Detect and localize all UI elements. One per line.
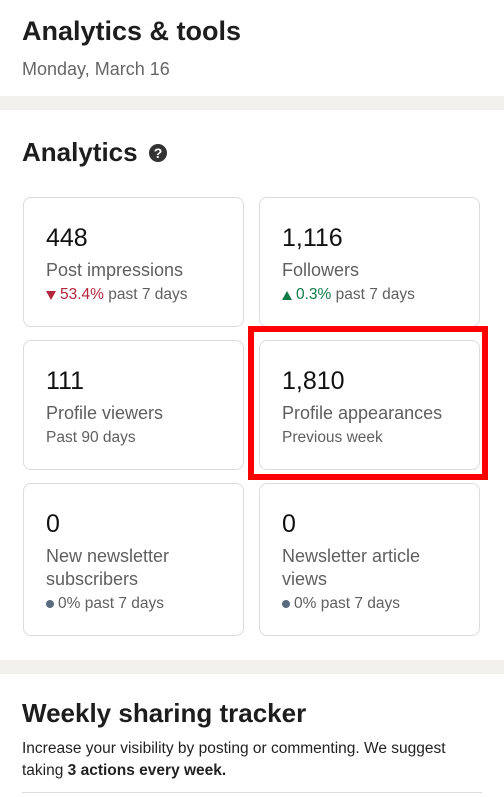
card-label: Newsletter article views [282, 546, 421, 589]
change: 0.3% [296, 286, 332, 303]
card-label: Profile viewers [46, 403, 164, 423]
section-header: Analytics ? [22, 137, 168, 168]
period: past 7 days [320, 595, 400, 612]
highlight-box [248, 326, 488, 480]
dot [46, 600, 54, 608]
divider [0, 96, 504, 110]
card[interactable]: 448 Post impressions 53.4% past 7 days [23, 197, 244, 327]
card[interactable]: 0 Newsletter article views 0% past 7 day… [259, 483, 480, 636]
tracker-description: Increase your visibility by posting or c… [22, 740, 446, 779]
card-value: 0 [282, 510, 296, 538]
card-label: Profile appearances [282, 403, 443, 423]
change: 0% [58, 595, 81, 612]
tracker-title: Weekly sharing tracker [22, 698, 307, 728]
card-value: 0 [46, 510, 60, 538]
period: Previous week [282, 429, 383, 446]
period: past 7 days [84, 595, 164, 612]
card-label: Post impressions [46, 260, 184, 280]
section-title: Analytics [22, 137, 138, 167]
card-label: Followers [282, 260, 360, 280]
tracker-text: Increase your visibility by posting or c… [22, 738, 482, 782]
period: Past 90 days [46, 429, 136, 446]
card[interactable]: 111 Profile viewers Past 90 days [23, 340, 244, 470]
period: past 7 days [108, 286, 188, 303]
svg-text:?: ? [153, 145, 162, 161]
card[interactable]: 0 New newsletter subscribers 0% past 7 d… [23, 483, 244, 636]
card[interactable]: 1,116 Followers 0.3% past 7 days [259, 197, 480, 327]
separator [22, 792, 482, 793]
card-label: New newsletter subscribers [46, 546, 170, 589]
divider [0, 660, 504, 674]
up-arrow [282, 290, 292, 300]
card-value: 1,810 [282, 367, 345, 395]
date: Monday, March 16 [22, 59, 170, 79]
card-value: 448 [46, 224, 88, 252]
period: past 7 days [335, 286, 415, 303]
card-value: 111 [46, 367, 85, 395]
change: 53.4% [60, 286, 104, 303]
page-title: Analytics & tools [22, 16, 242, 46]
dot [282, 600, 290, 608]
card-value: 1,116 [282, 224, 343, 252]
change: 0% [294, 595, 317, 612]
card[interactable]: 1,810 Profile appearances Previous week [259, 340, 480, 470]
help-icon[interactable]: ? [148, 143, 168, 163]
tracker-goal: 3 actions every week. [67, 762, 227, 779]
down-arrow [46, 290, 56, 300]
